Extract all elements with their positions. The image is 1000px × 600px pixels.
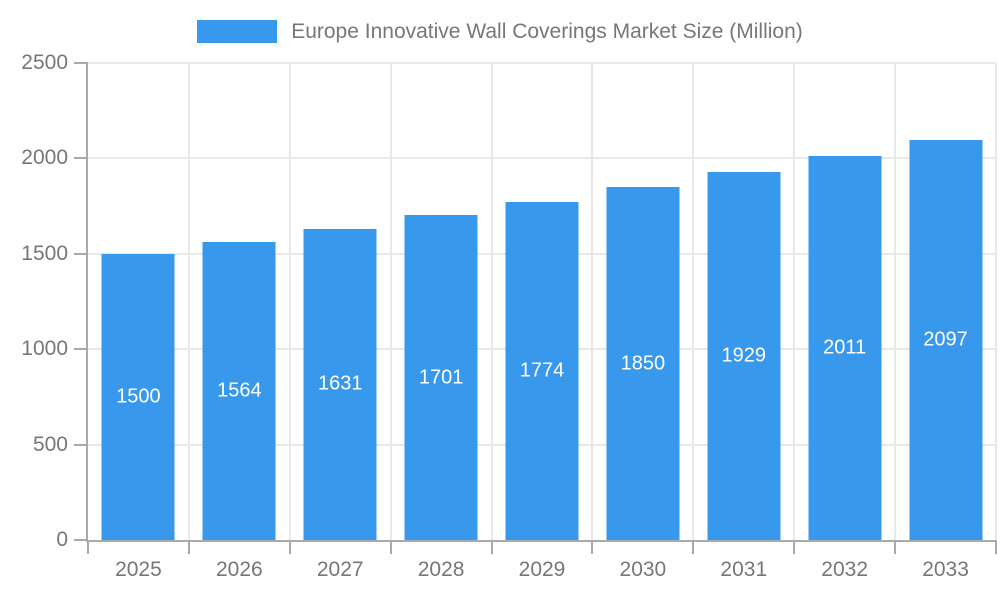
bar-slot-2030: 1850 (592, 63, 693, 540)
bar-slot-2025: 1500 (88, 63, 189, 540)
y-tick-label-1000: 1000 (21, 337, 68, 361)
bar-slot-2031: 1929 (693, 63, 794, 540)
x-tick-label-2033: 2033 (922, 558, 969, 581)
x-tick-label-2028: 2028 (417, 558, 465, 581)
bar-2026: 1564 (202, 241, 276, 540)
plot-area: 0 500 1000 1500 2000 2500 1500 1564 1631 1701 177… (21, 51, 997, 581)
y-tick-label-2500: 2500 (21, 51, 68, 74)
bar-value-label-2033: 2097 (923, 328, 968, 351)
bar-2027: 1631 (303, 228, 377, 540)
x-tick-0 (87, 540, 89, 554)
v-gridline-5 (591, 63, 594, 540)
x-tick-label-2025: 2025 (115, 558, 162, 581)
x-tick-2 (288, 540, 291, 554)
v-gridline-6 (692, 63, 695, 540)
bar-value-label-2030: 1850 (620, 352, 666, 375)
bar-2033: 2097 (909, 139, 983, 540)
bar-series: 1500 1564 1631 1701 1774 1850 1929 2011 2097 (88, 63, 996, 540)
x-tick-label-2027: 2027 (316, 558, 364, 581)
x-tick-label-2030: 2030 (619, 558, 667, 581)
v-gridline-7 (793, 63, 796, 540)
bar-2032: 2011 (808, 156, 882, 540)
x-tick-9 (995, 540, 997, 554)
v-gridline-8 (894, 63, 897, 540)
y-tick-label-500: 500 (32, 432, 68, 456)
bar-2025: 1500 (101, 253, 175, 540)
bar-value-label-2032: 2011 (823, 336, 867, 359)
v-gridline-2 (288, 63, 291, 540)
h-gridline-2500 (88, 62, 996, 64)
bar-2029: 1774 (505, 201, 579, 540)
y-tick-label-0: 0 (56, 528, 68, 551)
chart-legend: Europe Innovative Wall Coverings Market … (0, 20, 1000, 43)
y-tick-500 (74, 443, 88, 446)
y-tick-label-1500: 1500 (21, 241, 68, 265)
h-gridline-2000 (88, 157, 996, 160)
bar-value-label-2025: 1500 (116, 385, 161, 408)
y-tick-2500 (74, 62, 88, 64)
bar-slot-2033: 2097 (895, 63, 996, 540)
x-tick-label-2029: 2029 (518, 558, 566, 581)
y-tick-label-2000: 2000 (21, 146, 68, 170)
bar-slot-2026: 1564 (189, 63, 290, 540)
bar-value-label-2031: 1929 (721, 344, 767, 367)
bar-slot-2028: 1701 (391, 63, 492, 540)
legend-label: Europe Innovative Wall Coverings Market … (291, 20, 803, 43)
bar-2030: 1850 (606, 187, 680, 540)
bar-value-label-2028: 1701 (418, 366, 464, 389)
y-tick-0 (74, 539, 88, 541)
x-tick-5 (591, 540, 594, 554)
v-gridline-1 (187, 63, 190, 540)
y-tick-1000 (74, 348, 88, 351)
y-tick-2000 (74, 157, 88, 160)
x-tick-7 (793, 540, 796, 554)
bar-2031: 1929 (707, 171, 781, 540)
x-tick-label-2026: 2026 (215, 558, 263, 581)
x-tick-4 (490, 540, 493, 554)
v-gridline-4 (490, 63, 493, 540)
x-tick-label-2031: 2031 (720, 558, 768, 581)
bar-slot-2029: 1774 (492, 63, 593, 540)
v-gridline-3 (389, 63, 392, 540)
y-tick-1500 (74, 252, 88, 255)
bar-value-label-2029: 1774 (519, 359, 565, 382)
x-tick-6 (692, 540, 695, 554)
bar-value-label-2026: 1564 (217, 379, 262, 402)
bar-slot-2032: 2011 (794, 63, 895, 540)
legend-swatch (197, 20, 278, 43)
x-tick-1 (187, 540, 190, 554)
v-gridline-9 (995, 63, 997, 540)
bar-slot-2027: 1631 (290, 63, 391, 540)
x-tick-label-2032: 2032 (821, 558, 869, 581)
x-tick-8 (894, 540, 897, 554)
bar-value-label-2027: 1631 (317, 372, 363, 395)
bar-2028: 1701 (404, 215, 478, 540)
x-tick-3 (389, 540, 392, 554)
